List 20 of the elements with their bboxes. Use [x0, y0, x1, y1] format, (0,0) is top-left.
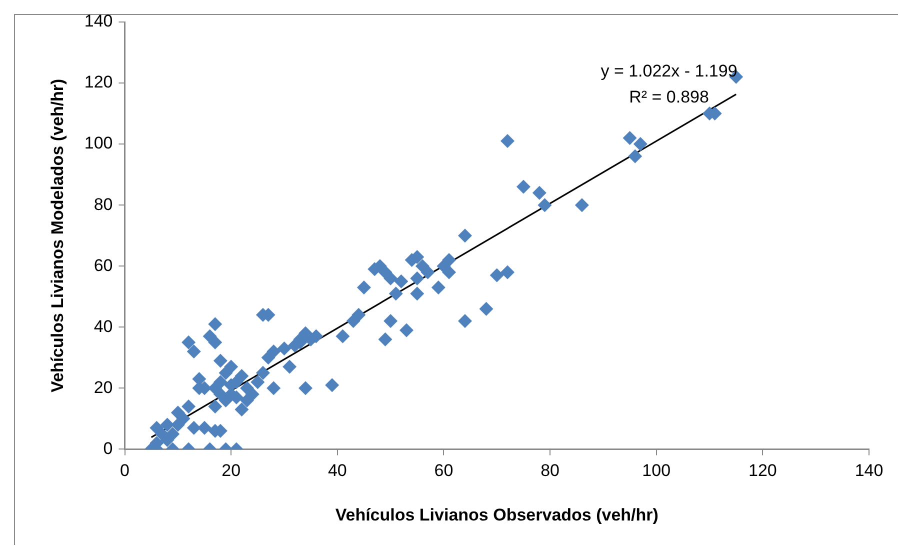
- x-tick-label: 20: [222, 461, 241, 480]
- y-tick-label: 60: [94, 256, 113, 275]
- y-tick-label: 140: [84, 12, 113, 31]
- y-tick-label: 80: [94, 194, 113, 214]
- annotation: y = 1.022x - 1.199: [600, 62, 738, 81]
- x-tick-label: 60: [434, 461, 454, 480]
- x-tick-label: 120: [748, 461, 777, 480]
- annotation: R² = 0.898: [629, 88, 709, 107]
- x-tick-label: 140: [854, 461, 884, 480]
- y-tick-label: 100: [84, 134, 113, 153]
- y-tick-label: 40: [94, 316, 113, 336]
- y-tick-label: 0: [103, 438, 113, 458]
- y-tick-label: 120: [84, 72, 113, 92]
- x-tick-label: 100: [642, 461, 671, 480]
- x-tick-label: 0: [120, 461, 130, 480]
- x-tick-label: 40: [328, 461, 347, 480]
- y-axis-title: Vehículos Livianos Modelados (veh/hr): [48, 78, 67, 392]
- x-axis-title: Vehículos Livianos Observados (veh/hr): [335, 505, 658, 524]
- y-tick-label: 20: [94, 378, 113, 397]
- x-tick-label: 80: [540, 461, 560, 480]
